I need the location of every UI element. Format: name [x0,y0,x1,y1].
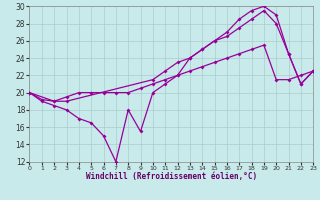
X-axis label: Windchill (Refroidissement éolien,°C): Windchill (Refroidissement éolien,°C) [86,172,257,181]
